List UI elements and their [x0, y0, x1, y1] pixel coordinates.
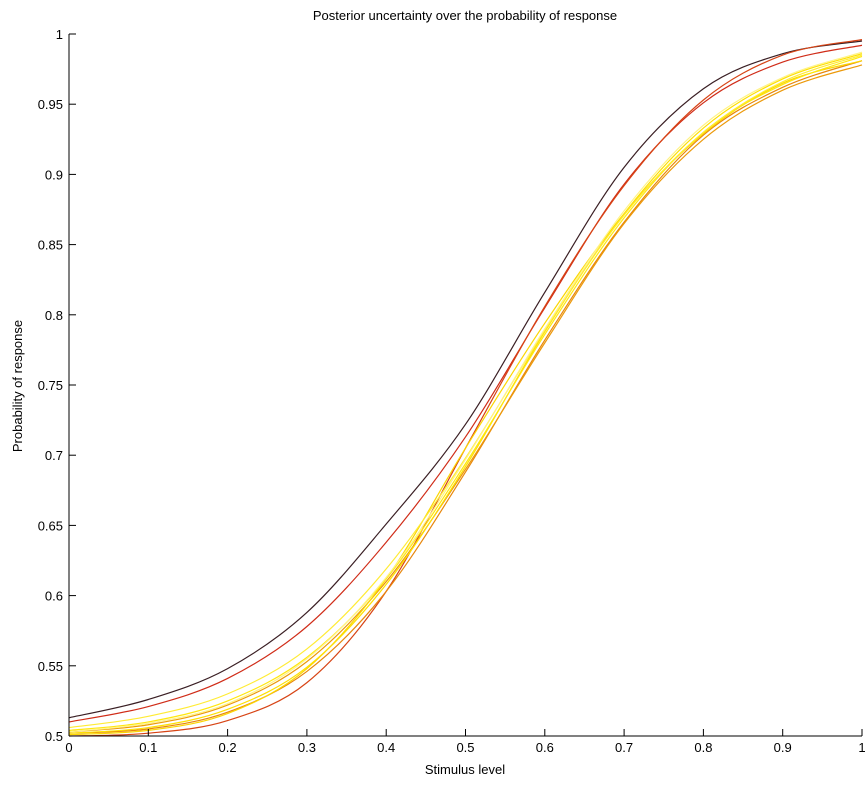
y-tick-label: 0.8 [45, 308, 63, 323]
posterior-sample-curve [68, 55, 863, 731]
x-tick-label: 0.2 [219, 740, 237, 755]
x-tick-label: 0.8 [694, 740, 712, 755]
x-tick-label: 0.7 [615, 740, 633, 755]
x-tick-label: 0.3 [298, 740, 316, 755]
y-tick-label: 0.95 [38, 97, 63, 112]
posterior-sample-curve [68, 44, 863, 723]
y-tick-label: 0.55 [38, 659, 63, 674]
posterior-sample-curve [68, 54, 863, 729]
x-axis-label: Stimulus level [425, 762, 505, 777]
axes: 0 0.1 0.2 0.3 0.4 0.5 0.6 0.7 0.8 0.9 1 0.5 0.55 0.6 0… [38, 27, 865, 755]
y-tick-label: 0.65 [38, 518, 63, 533]
x-tick-label: 0.6 [536, 740, 554, 755]
posterior-sample-curve [68, 51, 863, 733]
x-tick-label: 0 [65, 740, 72, 755]
x-tick-label: 0.5 [456, 740, 474, 755]
y-tick-label: 1 [56, 27, 63, 42]
x-tick-label: 1 [858, 740, 865, 755]
x-tick-label: 0.9 [774, 740, 792, 755]
y-tick-label: 0.7 [45, 448, 63, 463]
y-axis-label: Probability of response [10, 320, 25, 452]
y-tick-label: 0.5 [45, 729, 63, 744]
posterior-sample-curve [68, 39, 863, 737]
y-tick-label: 0.6 [45, 589, 63, 604]
y-tick-label: 0.75 [38, 378, 63, 393]
chart-title: Posterior uncertainty over the probabili… [313, 8, 617, 23]
posterior-curves [68, 39, 863, 737]
y-tick-label: 0.9 [45, 167, 63, 182]
posterior-sample-curve [68, 40, 863, 719]
y-tick-label: 0.85 [38, 238, 63, 253]
posterior-sample-curve [68, 60, 863, 734]
x-tick-label: 0.4 [377, 740, 395, 755]
posterior-sample-curve [68, 64, 863, 733]
posterior-sample-curve [68, 60, 863, 736]
x-tick-label: 0.1 [139, 740, 157, 755]
posterior-sample-curve [68, 53, 863, 734]
